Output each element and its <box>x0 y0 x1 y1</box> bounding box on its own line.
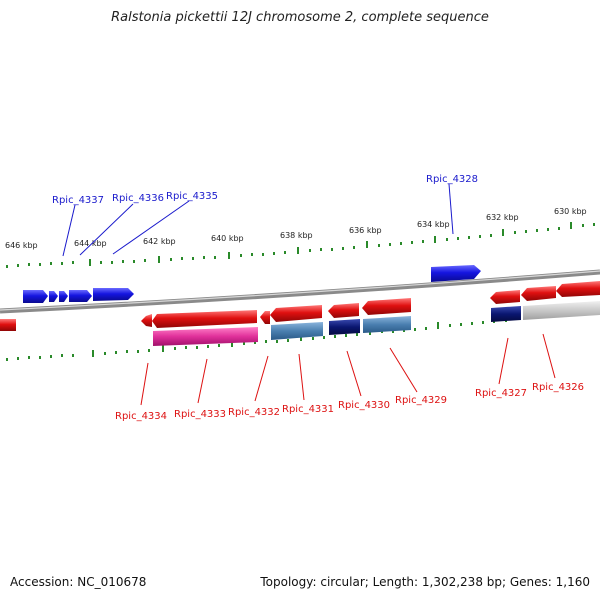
gene-rpic-4329[interactable] <box>362 298 411 315</box>
reverse-genes <box>0 281 600 331</box>
gene-edge-left[interactable] <box>0 319 16 331</box>
kbp-label-644: 644 kbp <box>74 239 107 248</box>
label-rpic-4329[interactable]: Rpic_4329 <box>395 395 447 406</box>
gene-rpic-4333[interactable] <box>152 310 257 328</box>
feature-rpic-4326[interactable] <box>523 301 600 320</box>
kbp-label-638: 638 kbp <box>280 231 313 240</box>
kbp-label-634: 634 kbp <box>417 220 450 229</box>
label-rpic-4337[interactable]: Rpic_4337 <box>52 195 104 206</box>
upper-tick-row <box>6 222 595 268</box>
gene-rpic-4334[interactable] <box>141 314 152 327</box>
label-rpic-4333[interactable]: Rpic_4333 <box>174 409 226 420</box>
gene-rpic-4326[interactable] <box>521 286 556 301</box>
kbp-label-646: 646 kbp <box>5 241 38 250</box>
kbp-label-642: 642 kbp <box>143 237 176 246</box>
gene-edge-right[interactable] <box>556 281 600 297</box>
label-rpic-4331[interactable]: Rpic_4331 <box>282 404 334 415</box>
label-rpic-4332[interactable]: Rpic_4332 <box>228 407 280 418</box>
label-rpic-4330[interactable]: Rpic_4330 <box>338 400 390 411</box>
backbone-highlight <box>0 270 600 311</box>
gene-rpic-4332[interactable] <box>260 311 270 324</box>
gene-rpic-4335b[interactable] <box>93 288 134 301</box>
gene-rpic-4327[interactable] <box>490 290 520 304</box>
gene-rpic-4328[interactable] <box>431 265 481 282</box>
feature-rpic-4327[interactable] <box>491 306 521 322</box>
gene-rpic-4335a[interactable] <box>69 290 92 302</box>
feature-rpic-4333[interactable] <box>153 327 258 346</box>
bottom-leader-lines <box>140 333 556 406</box>
gene-rpic-4331[interactable] <box>270 305 322 322</box>
kbp-label-630: 630 kbp <box>554 207 587 216</box>
gene-rpic-4336b[interactable] <box>59 291 68 302</box>
feature-rpic-4331[interactable] <box>271 322 323 340</box>
forward-genes <box>23 265 481 303</box>
kbp-label-636: 636 kbp <box>349 226 382 235</box>
summary-text: Topology: circular; Length: 1,302,238 bp… <box>260 575 590 589</box>
map-title: Ralstonia pickettii 12J chromosome 2, co… <box>111 10 489 25</box>
label-rpic-4335[interactable]: Rpic_4335 <box>166 191 218 202</box>
feature-rpic-4330[interactable] <box>329 319 360 335</box>
label-rpic-4328[interactable]: Rpic_4328 <box>426 174 478 185</box>
feature-rpic-4329[interactable] <box>363 316 411 333</box>
kbp-label-632: 632 kbp <box>486 213 519 222</box>
accession-text: Accession: NC_010678 <box>10 575 147 589</box>
label-rpic-4327[interactable]: Rpic_4327 <box>475 388 527 399</box>
label-rpic-4334[interactable]: Rpic_4334 <box>115 411 167 422</box>
genome-backbone <box>0 269 600 314</box>
gene-rpic-4336a[interactable] <box>49 291 58 302</box>
kbp-label-640: 640 kbp <box>211 234 244 243</box>
feature-track <box>153 301 600 346</box>
gene-rpic-4330[interactable] <box>328 303 359 318</box>
top-leader-lines <box>62 183 454 257</box>
label-rpic-4336[interactable]: Rpic_4336 <box>112 193 164 204</box>
label-rpic-4326[interactable]: Rpic_4326 <box>532 382 584 393</box>
gene-rpic-4337[interactable] <box>23 290 48 303</box>
